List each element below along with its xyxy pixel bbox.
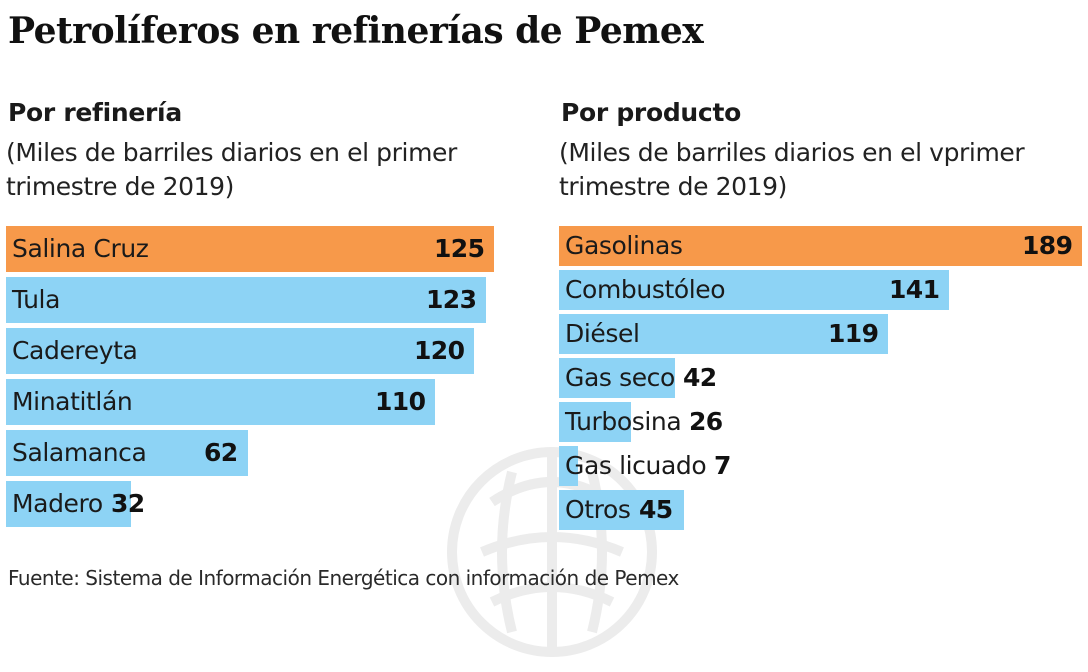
bar-category-label: Gas licuado — [565, 451, 707, 480]
bar-value-label: 42 — [683, 363, 717, 392]
bar-row: Diésel 119 — [559, 314, 1082, 354]
bar-category-label: Gasolinas — [565, 231, 683, 260]
bar-category-label: Madero — [12, 489, 103, 518]
bar-row: Salina Cruz 125 — [6, 226, 494, 272]
bar-category-label: Salina Cruz — [12, 234, 149, 263]
subtitle-line: (Miles de barriles diarios en el primer — [6, 138, 457, 167]
bar-row: Gasolinas 189 — [559, 226, 1082, 266]
subtitle-line: (Miles de barriles diarios en el vprimer — [559, 138, 1025, 167]
subtitle-line: trimestre de 2019) — [6, 172, 235, 201]
bar — [6, 277, 486, 323]
bar — [559, 314, 888, 354]
bar — [6, 379, 435, 425]
bar-row: Salamanca 62 — [6, 430, 494, 476]
bar-category-label: Minatitlán — [12, 387, 133, 416]
bar-category-label: Diésel — [565, 319, 640, 348]
bar-row: Minatitlán 110 — [6, 379, 494, 425]
panel-subtitle-producto: (Miles de barriles diarios en el vprimer… — [559, 136, 1025, 204]
bar-category-label: Tula — [12, 285, 60, 314]
bar-value-label: 32 — [111, 489, 145, 518]
bar — [559, 270, 949, 310]
bar-value-label: 26 — [689, 407, 723, 436]
bar-value-label: 123 — [426, 285, 477, 314]
bar-value-label: 7 — [714, 451, 731, 480]
bar — [559, 402, 631, 442]
bar — [559, 446, 578, 486]
bar — [6, 328, 474, 374]
source-note: Fuente: Sistema de Información Energétic… — [8, 566, 679, 590]
bar-category-label: Salamanca — [12, 438, 147, 467]
bar — [6, 481, 131, 527]
panel-subtitle-refineria: (Miles de barriles diarios en el primer … — [6, 136, 457, 204]
bar — [559, 490, 684, 530]
panel-title-producto: Por producto — [561, 98, 741, 127]
chart-title: Petrolíferos en refinerías de Pemex — [8, 10, 704, 52]
subtitle-line: trimestre de 2019) — [559, 172, 788, 201]
bar-value-label: 119 — [828, 319, 879, 348]
bar-value-label: 125 — [434, 234, 485, 263]
chart-producto: Gasolinas 189 Combustóleo 141 Diésel 119 Gas s… — [559, 226, 1083, 534]
panel-title-refineria: Por refinería — [8, 98, 182, 127]
bar-category-label: Otros — [565, 495, 631, 524]
bar-row: Gas licuado 7 — [559, 446, 1082, 486]
bar-category-label: Gas seco — [565, 363, 675, 392]
bar-category-label: Combustóleo — [565, 275, 726, 304]
bar-value-label: 45 — [639, 495, 673, 524]
bar-row: Cadereyta 120 — [6, 328, 494, 374]
chart-refineria: Salina Cruz 125 Tula 123 Cadereyta 120 Minatit… — [6, 226, 496, 532]
bar-row: Turbosina 26 — [559, 402, 1082, 442]
bar-value-label: 62 — [204, 438, 238, 467]
bar — [6, 226, 494, 272]
bar-row: Madero 32 — [6, 481, 494, 527]
bar — [6, 430, 248, 476]
bar-value-label: 110 — [375, 387, 426, 416]
bar-category-label: Turbosina — [565, 407, 682, 436]
bar-row: Gas seco 42 — [559, 358, 1082, 398]
bar — [559, 226, 1082, 266]
bar-category-label: Cadereyta — [12, 336, 138, 365]
bar-row: Combustóleo 141 — [559, 270, 1082, 310]
bar-value-label: 120 — [414, 336, 465, 365]
bar-value-label: 141 — [889, 275, 940, 304]
bar-row: Otros 45 — [559, 490, 1082, 530]
bar-row: Tula 123 — [6, 277, 494, 323]
bar-value-label: 189 — [1022, 231, 1073, 260]
bar — [559, 358, 675, 398]
